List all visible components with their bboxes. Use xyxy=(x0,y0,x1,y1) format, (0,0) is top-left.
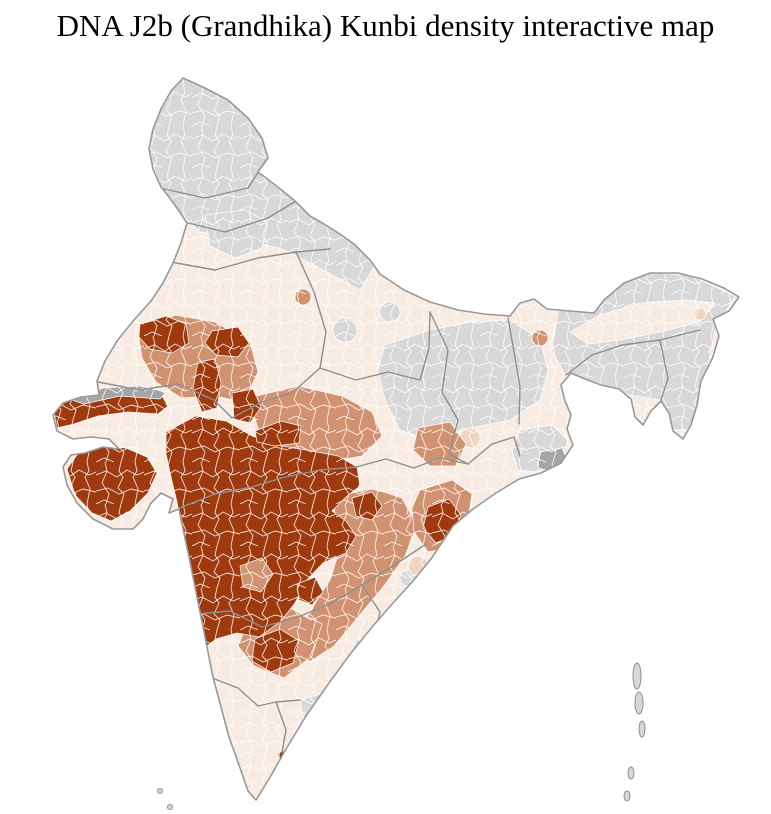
lakshadweep-islands[interactable] xyxy=(157,788,173,810)
state-borders xyxy=(97,159,701,753)
india-outline xyxy=(52,77,740,801)
page-title: DNA J2b (Grandhika) Kunbi density intera… xyxy=(56,8,715,43)
andaman-nicobar-islands[interactable] xyxy=(623,662,646,802)
